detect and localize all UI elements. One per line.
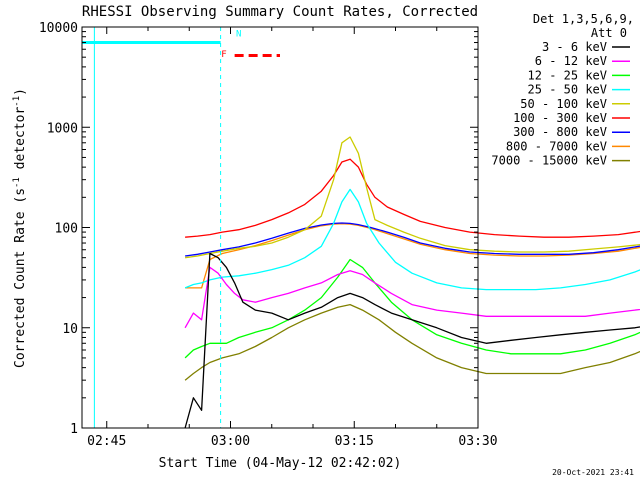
- footer-date: 20-Oct-2021 23:41: [552, 468, 634, 477]
- legend-label-5: 100 - 300 keV: [513, 111, 607, 125]
- series-line-1: [184, 266, 640, 329]
- y-tick-label-3: 1000: [47, 121, 78, 136]
- x-tick-label-1: 03:00: [211, 434, 250, 449]
- series-line-4: [185, 136, 640, 259]
- series-line-8: [184, 303, 640, 381]
- legend-label-6: 300 - 800 keV: [513, 125, 607, 139]
- flag-label-1: F: [221, 50, 226, 60]
- y-tick-label-0: 1: [70, 422, 78, 437]
- legend-label-8: 7000 - 15000 keV: [491, 154, 607, 168]
- axes-group: 02:45 03:00 03:15 03:30 1 10 100 1000 10000: [39, 21, 498, 449]
- x-tick-label-3: 03:30: [458, 434, 497, 449]
- flags-group: NF: [82, 27, 280, 428]
- series-line-3: [184, 188, 640, 291]
- y-axis-label-sup1: -1: [12, 177, 22, 188]
- legend-label-7: 800 - 7000 keV: [506, 139, 607, 153]
- flag-label-0: N: [236, 30, 241, 40]
- series-group: [184, 136, 640, 429]
- y-tick-label-4: 10000: [39, 21, 78, 36]
- legend-label-4: 50 - 100 keV: [520, 97, 607, 111]
- y-axis-label-end: ): [13, 88, 28, 96]
- y-axis-label-sup2: -1: [12, 96, 22, 107]
- legend-label-1: 6 - 12 keV: [535, 54, 607, 68]
- series-line-5: [185, 158, 640, 238]
- y-tick-label-2: 100: [55, 222, 78, 237]
- x-tick-label-2: 03:15: [335, 434, 374, 449]
- x-axis-label: Start Time (04-May-12 02:42:02): [159, 456, 402, 471]
- series-line-0: [184, 252, 640, 429]
- y-axis-label-mid: detector: [13, 107, 28, 178]
- legend-label-3: 25 - 50 keV: [528, 83, 607, 97]
- y-axis-label-start: Corrected Count Rate (s: [13, 188, 28, 368]
- legend-label-0: 3 - 6 keV: [542, 40, 607, 54]
- legend-label-2: 12 - 25 keV: [528, 68, 607, 82]
- y-tick-label-1: 10: [62, 322, 78, 337]
- x-tick-label-0: 02:45: [87, 434, 126, 449]
- y-axis-label: Corrected Count Rate (s-1 detector-1): [12, 88, 28, 368]
- series-line-6: [185, 222, 640, 257]
- legend-header-line-2: Att 0: [591, 26, 627, 40]
- legend-header-line-1: Det 1,3,5,6,9,: [533, 12, 634, 26]
- chart-title: RHESSI Observing Summary Count Rates, Co…: [82, 4, 478, 20]
